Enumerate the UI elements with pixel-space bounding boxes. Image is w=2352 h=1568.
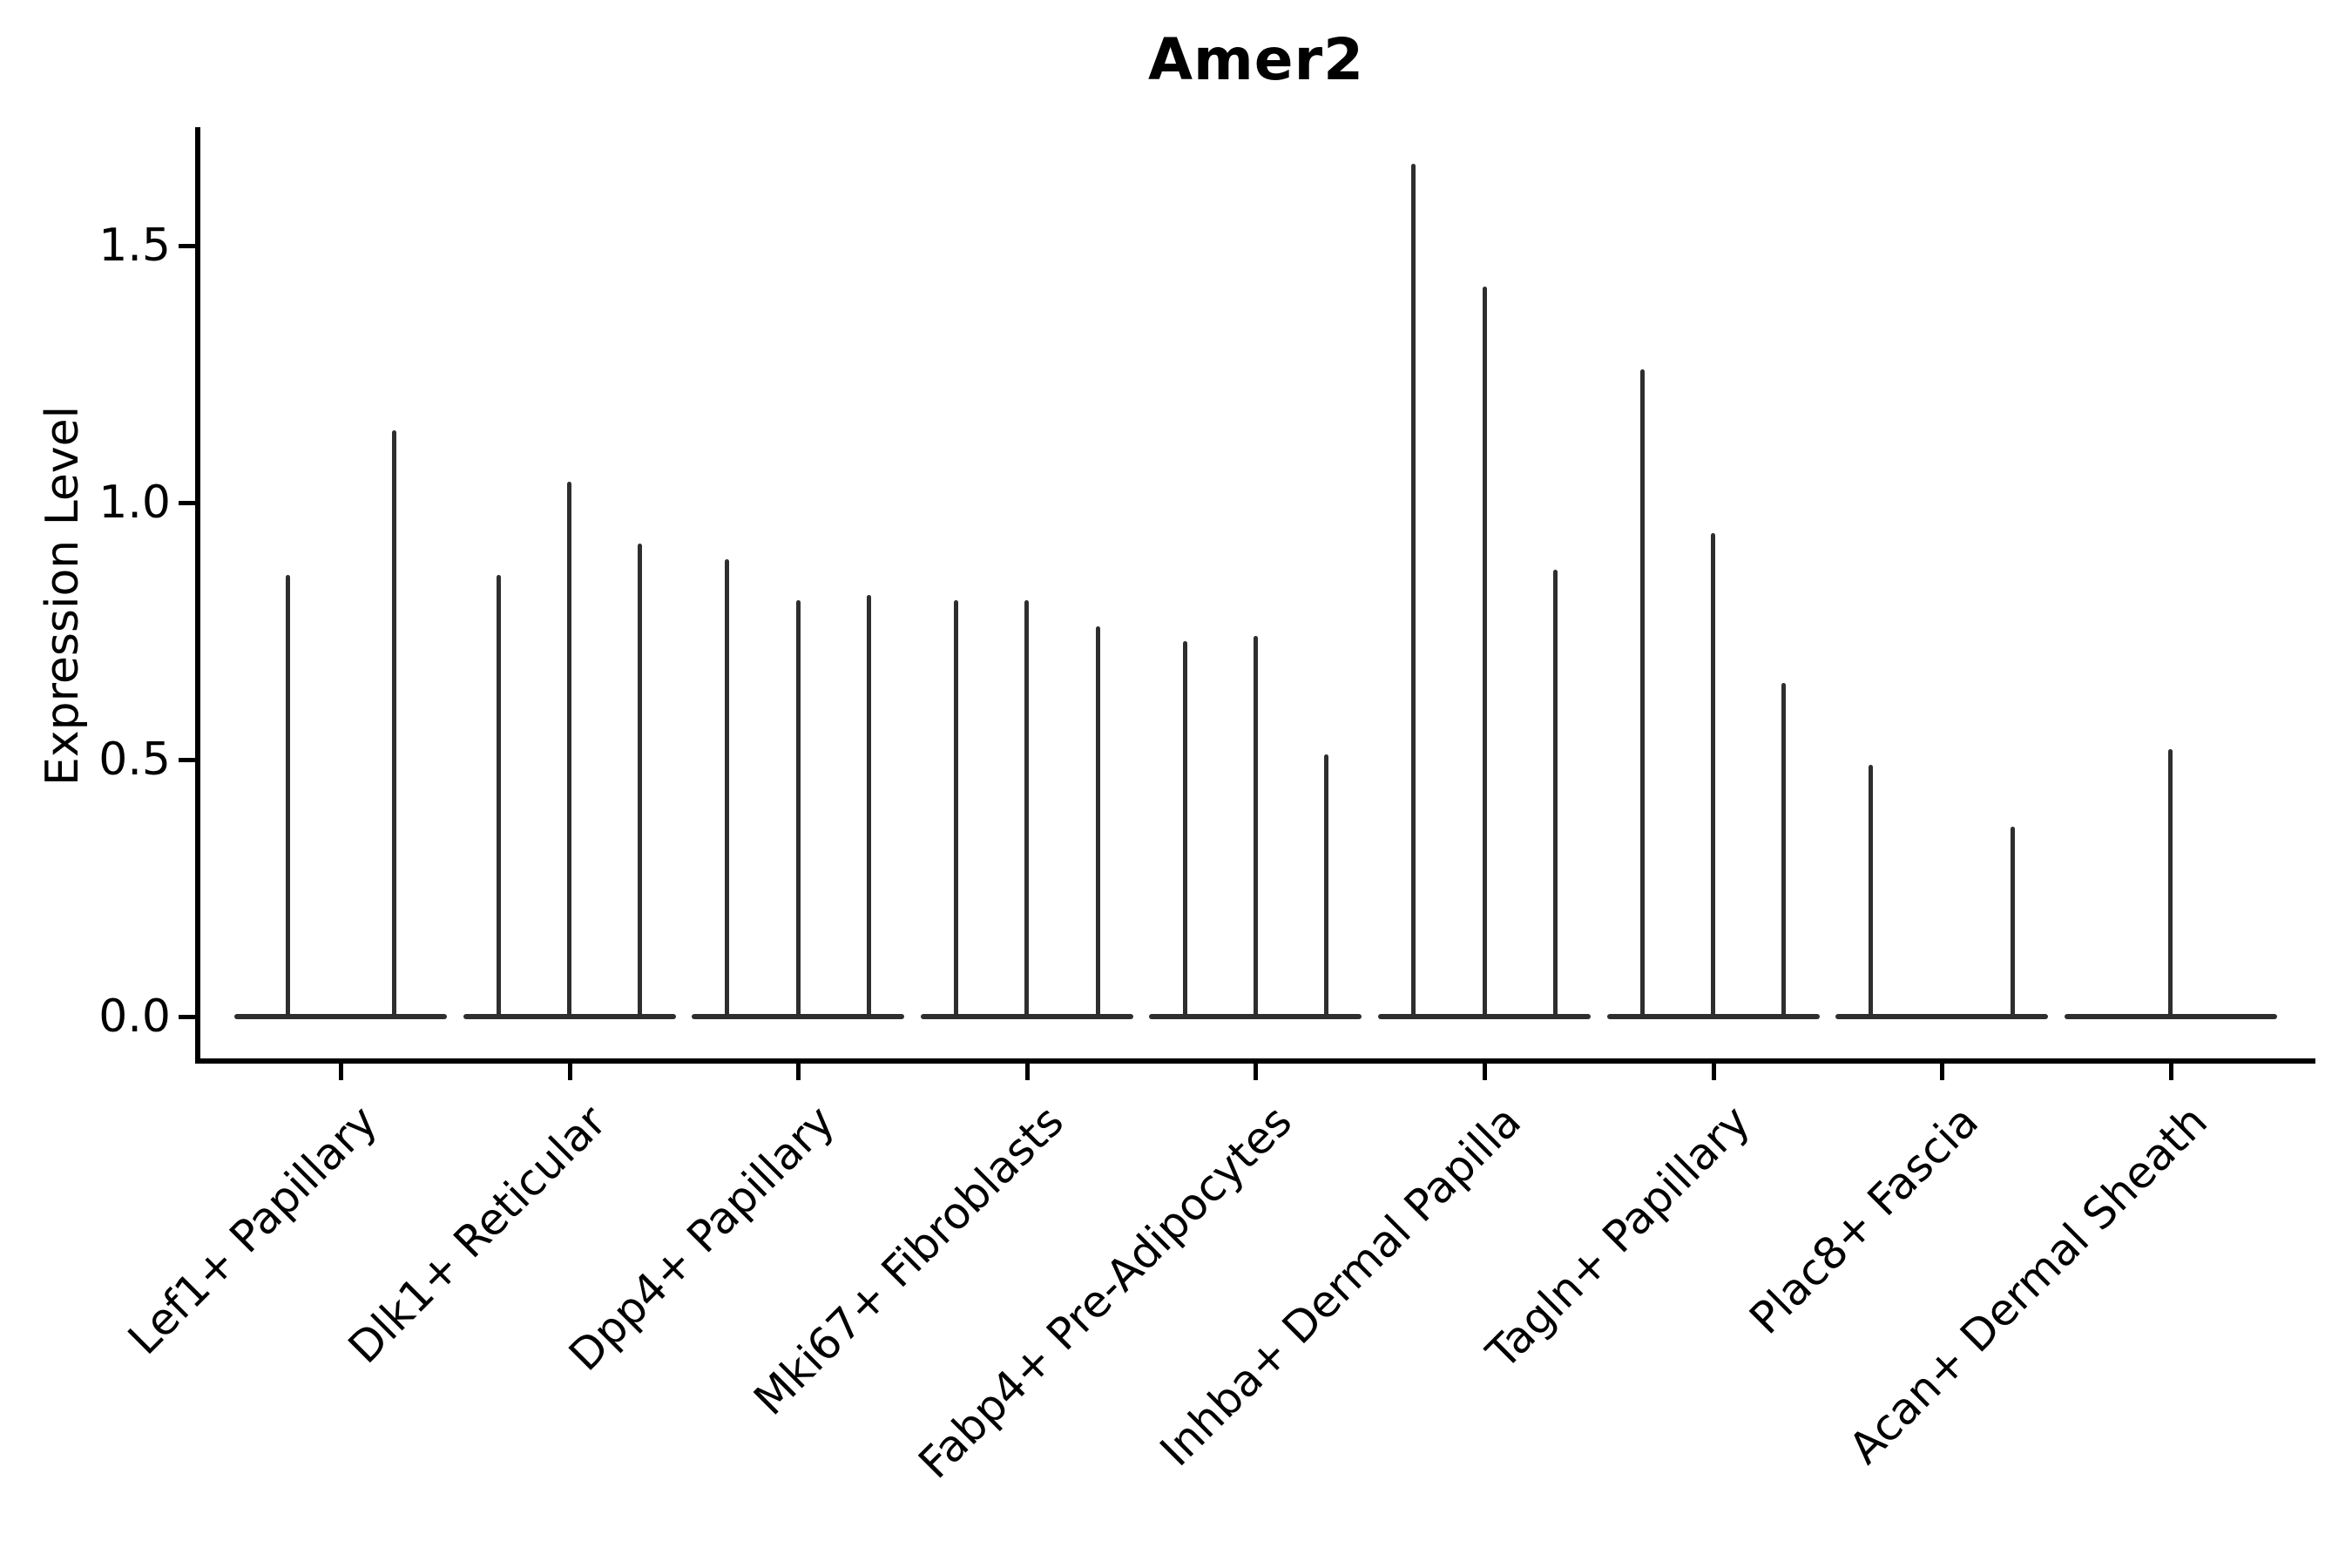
x-tick-label: Lef1+ Papillary <box>118 1096 388 1365</box>
y-tick-label: 0.0 <box>98 990 171 1043</box>
x-tick-mark <box>1024 1064 1030 1080</box>
violin-spike <box>1182 641 1187 1019</box>
x-tick-mark <box>567 1064 572 1080</box>
violin-spike <box>496 574 501 1019</box>
y-axis-label: Expression Level <box>37 405 89 787</box>
violin-spike <box>1482 287 1487 1019</box>
x-tick-mark <box>1940 1064 1945 1080</box>
x-tick-mark <box>339 1064 343 1080</box>
violin-spike <box>867 595 872 1019</box>
y-tick-mark <box>179 501 195 505</box>
violin-spike <box>391 430 396 1019</box>
y-tick-label: 1.5 <box>98 220 171 272</box>
x-tick-mark <box>1254 1064 1259 1080</box>
y-tick-label: 1.0 <box>98 476 171 529</box>
y-tick-mark <box>179 758 195 762</box>
x-tick-mark <box>796 1064 801 1080</box>
violin-baseline <box>1835 1014 2049 1019</box>
violin-spike <box>638 544 643 1019</box>
y-tick-label: 0.5 <box>98 733 171 786</box>
violin-spike <box>725 558 730 1019</box>
x-tick-mark <box>1483 1064 1487 1080</box>
violin-spike <box>1711 533 1716 1019</box>
violin-spike <box>1781 682 1787 1019</box>
violin-spike <box>1411 163 1416 1019</box>
violin-spike <box>1869 764 1874 1019</box>
y-tick-mark <box>179 244 195 248</box>
violin-spike <box>1253 636 1258 1019</box>
y-axis-spine <box>195 127 200 1064</box>
x-axis-spine <box>195 1058 2315 1064</box>
x-tick-mark <box>2168 1064 2173 1080</box>
x-tick-label: Plac8+ Fascia <box>1740 1096 1989 1344</box>
y-tick-mark <box>179 1015 195 1019</box>
violin-spike <box>1324 754 1329 1019</box>
violin-spike <box>795 600 801 1019</box>
violin-spike <box>953 600 958 1019</box>
violin-spike <box>285 574 290 1019</box>
violin-spike <box>567 482 572 1019</box>
x-tick-mark <box>1711 1064 1716 1080</box>
violin-spike <box>2168 749 2173 1019</box>
violin-spike <box>1552 569 1558 1019</box>
chart-title: Amer2 <box>1147 26 1365 93</box>
violin-spike <box>1095 625 1100 1019</box>
x-tick-label: Fabp4+ Pre-Adipocytes <box>909 1096 1302 1489</box>
violin-spike <box>1024 600 1030 1019</box>
violin-spike <box>2011 826 2016 1019</box>
violin-baseline <box>234 1014 447 1019</box>
violin-spike <box>1639 368 1645 1019</box>
